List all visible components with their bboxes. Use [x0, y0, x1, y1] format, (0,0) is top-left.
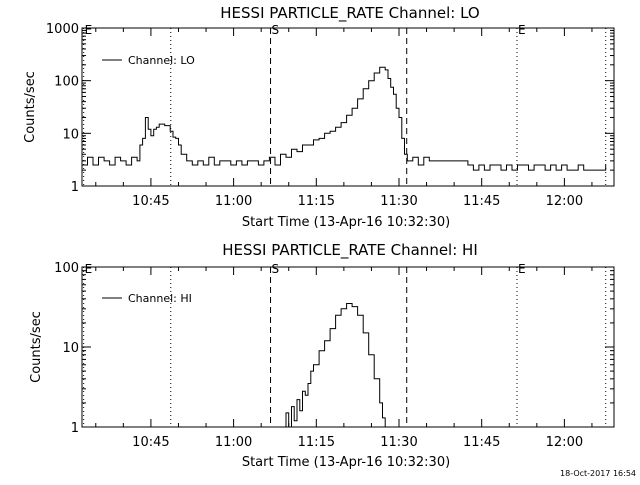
chart-lo-series-line: [82, 66, 607, 171]
generation-timestamp: 18-Oct-2017 16:54: [560, 469, 636, 478]
chart-lo-marker-label: E: [85, 23, 93, 37]
chart-hi-y-tick-label: 1: [71, 421, 79, 436]
chart-hi-x-tick-label: 11:15: [298, 435, 335, 450]
chart-lo-x-tick-label: 11:00: [215, 194, 252, 209]
chart-lo-plot-frame: [81, 27, 615, 187]
chart-hi-x-tick-label: 10:45: [132, 435, 169, 450]
chart-hi-ylabel: Counts/sec: [29, 311, 44, 383]
chart-hi-y-tick-label: 10: [62, 341, 79, 356]
chart-lo: HESSI PARTICLE_RATE Channel: LO Counts/s…: [23, 4, 615, 230]
chart-hi-x-tick-label: 11:45: [463, 435, 500, 450]
chart-hi-legend-label: Channel: HI: [128, 292, 192, 305]
chart-hi-x-tick-label: 12:00: [546, 435, 583, 450]
chart-hi-series-line: [283, 303, 386, 428]
chart-hi: HESSI PARTICLE_RATE Channel: HI Counts/s…: [29, 241, 615, 470]
chart-hi-xlabel: Start Time (13-Apr-16 10:32:30): [242, 455, 450, 470]
chart-hi-marker-label: S: [272, 262, 280, 276]
chart-lo-x-tick-label: 12:00: [546, 194, 583, 209]
chart-hi-x-tick-label: 11:00: [215, 435, 252, 450]
chart-lo-legend-label: Channel: LO: [128, 54, 195, 67]
chart-hi-marker-label: E: [85, 262, 93, 276]
chart-lo-title: HESSI PARTICLE_RATE Channel: LO: [220, 4, 479, 23]
chart-lo-y-tick-label: 1: [71, 180, 79, 195]
chart-hi-x-tick-label: 11:30: [380, 435, 417, 450]
chart-lo-x-tick-label: 11:30: [380, 194, 417, 209]
chart-lo-y-tick-label: 10: [62, 127, 79, 142]
chart-lo-y-tick-label: 100: [54, 75, 79, 90]
chart-lo-xlabel: Start Time (13-Apr-16 10:32:30): [242, 215, 450, 230]
chart-lo-x-tick-label: 11:45: [463, 194, 500, 209]
chart-lo-x-tick-label: 11:15: [298, 194, 335, 209]
chart-lo-y-tick-label: 1000: [46, 22, 79, 37]
chart-lo-marker-label: E: [518, 23, 526, 37]
chart-hi-y-tick-label: 100: [54, 261, 79, 276]
chart-hi-marker-label: E: [518, 262, 526, 276]
chart-lo-x-tick-label: 10:45: [132, 194, 169, 209]
chart-lo-marker-label: S: [272, 23, 280, 37]
chart-hi-plot-frame: [81, 266, 615, 428]
chart-lo-ylabel: Counts/sec: [23, 71, 38, 143]
chart-hi-title: HESSI PARTICLE_RATE Channel: HI: [222, 241, 478, 260]
